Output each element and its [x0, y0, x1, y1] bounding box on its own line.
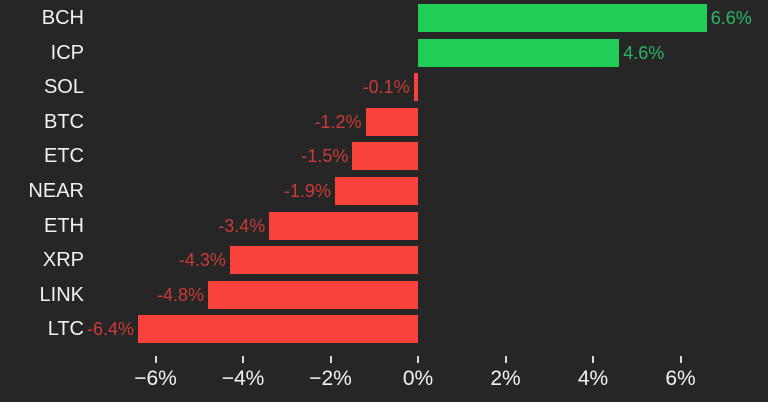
value-label-sol: -0.1% — [362, 77, 410, 98]
bar-xrp — [229, 246, 418, 275]
value-label-btc: -1.2% — [314, 111, 362, 132]
x-axis-tick-mark — [504, 356, 507, 363]
value-label-eth: -3.4% — [218, 215, 266, 236]
bar-eth — [269, 211, 418, 240]
value-label-icp: 4.6% — [623, 42, 665, 63]
x-axis-tick-mark — [329, 356, 332, 363]
category-label-link: LINK — [39, 283, 84, 306]
category-label-etc: ETC — [44, 145, 84, 168]
x-axis-tick-label: 2% — [490, 367, 521, 390]
category-label-sol: SOL — [43, 76, 84, 99]
x-axis-tick-label: −6% — [134, 367, 177, 390]
category-label-btc: BTC — [44, 110, 84, 133]
x-axis-tick-label: 4% — [577, 367, 609, 390]
bar-icp — [418, 38, 620, 67]
bar-btc — [365, 107, 418, 136]
category-label-ltc: LTC — [47, 318, 84, 341]
value-label-xrp: -4.3% — [178, 250, 226, 271]
x-axis-tick-label: −2% — [309, 367, 352, 390]
x-axis-tick-label: −4% — [221, 367, 265, 390]
x-axis-tick-mark — [592, 356, 594, 363]
value-label-link: -4.8% — [156, 284, 204, 305]
x-axis-tick-mark — [242, 356, 244, 363]
bar-link — [208, 280, 418, 309]
category-label-icp: ICP — [50, 41, 84, 64]
category-label-bch: BCH — [41, 7, 84, 29]
value-label-bch: 6.6% — [710, 8, 752, 28]
value-label-etc: -1.5% — [301, 146, 349, 167]
x-axis-tick-mark — [679, 356, 682, 363]
bar-bch — [418, 4, 707, 32]
value-label-near: -1.9% — [283, 181, 331, 201]
category-label-eth: ETH — [44, 214, 84, 237]
category-label-near: NEAR — [28, 180, 84, 202]
bar-ltc — [138, 315, 418, 344]
bar-sol — [413, 73, 418, 102]
x-axis-tick-mark — [154, 356, 157, 363]
value-label-ltc: -6.4% — [86, 319, 134, 340]
bar-etc — [352, 142, 418, 171]
x-axis-tick-mark — [417, 356, 419, 363]
x-axis-tick-label: 6% — [665, 367, 696, 390]
bar-near — [334, 177, 418, 205]
category-label-xrp: XRP — [42, 249, 84, 272]
x-axis-tick-label: 0% — [402, 367, 434, 390]
